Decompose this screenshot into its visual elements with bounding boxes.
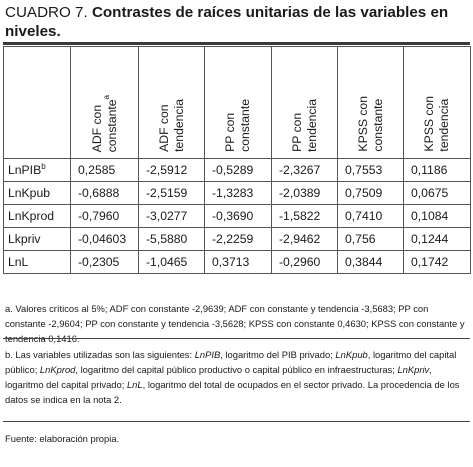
table-cell: -0,2960 <box>271 250 338 274</box>
table-cell: 0,1244 <box>403 227 471 251</box>
column-header: PP con constante <box>204 46 272 159</box>
table-cell: -2,9462 <box>271 227 338 251</box>
table-title: CUADRO 7. Contrastes de raíces unitarias… <box>5 3 467 41</box>
column-header-label: ADF con constantea <box>89 94 119 152</box>
table-cell: -2,0389 <box>271 181 338 205</box>
row-label: Lkpriv <box>3 227 71 251</box>
title-number: CUADRO 7. <box>5 4 88 21</box>
column-header-label: PP con constante <box>223 99 252 152</box>
table-cell: 0,0675 <box>403 181 471 205</box>
table-body: LnPIBb 0,2585 -2,5912 -0,5289 -2,3267 0,7553 0… <box>3 158 471 274</box>
title-rule <box>3 42 470 45</box>
corner-cell <box>3 46 71 159</box>
table-cell: 0,7410 <box>337 204 404 228</box>
column-header: KPSS con tendencia <box>403 46 471 159</box>
note-a: a. Valores críticos al 5%; ADF con const… <box>5 303 465 344</box>
table-cell: -0,6888 <box>70 181 139 205</box>
table-row: LnL -0,2305 -1,0465 0,3713 -0,2960 0,3844 0,17… <box>3 250 471 274</box>
table-cell: 0,3713 <box>204 250 272 274</box>
table-cell: -2,5159 <box>138 181 205 205</box>
table-cell: 0,1084 <box>403 204 471 228</box>
table-cell: -0,3690 <box>204 204 272 228</box>
table-cell: 0,3844 <box>337 250 404 274</box>
table-cell: -2,2259 <box>204 227 272 251</box>
table-cell: -0,7960 <box>70 204 139 228</box>
table-cell: -1,0465 <box>138 250 205 274</box>
table-cell: -1,5822 <box>271 204 338 228</box>
table-cell: 0,1186 <box>403 158 471 182</box>
column-header: KPSS con constante <box>337 46 404 159</box>
table-row: LnKpub -0,6888 -2,5159 -1,3283 -2,0389 0,7509… <box>3 181 471 205</box>
column-header: ADF con tendencia <box>138 46 205 159</box>
table-cell: -5,5880 <box>138 227 205 251</box>
column-header-label: KPSS con constante <box>355 96 385 152</box>
row-label: LnKprod <box>3 204 71 228</box>
table-cell: -0,5289 <box>204 158 272 182</box>
table-cell: 0,756 <box>337 227 404 251</box>
table-cell: 0,2585 <box>70 158 139 182</box>
table-cell: 0,7509 <box>337 181 404 205</box>
title-text: Contrastes de raíces unitarias de las va… <box>5 4 449 40</box>
note-b: b. Las variables utilizadas son las sigu… <box>5 349 460 405</box>
table-row: LnKprod -0,7960 -3,0277 -0,3690 -1,5822 0,741… <box>3 204 471 228</box>
source-note: Fuente: elaboración propia. <box>5 433 120 444</box>
table-cell: 0,7553 <box>337 158 404 182</box>
note-separator <box>3 421 470 422</box>
column-header-label: PP con tendencia <box>289 99 319 152</box>
note-separator <box>3 338 470 339</box>
table-cell: -2,5912 <box>138 158 205 182</box>
table-cell: 0,1742 <box>403 250 471 274</box>
column-header-label: KPSS con tendencia <box>422 96 451 152</box>
unit-root-table: ADF con constantea ADF con tendencia PP con c… <box>3 46 471 274</box>
row-label: LnKpub <box>3 181 71 205</box>
row-label: LnL <box>3 250 71 274</box>
table-header-row: ADF con constantea ADF con tendencia PP con c… <box>3 46 471 159</box>
column-header: PP con tendencia <box>271 46 338 159</box>
table-cell: -1,3283 <box>204 181 272 205</box>
table-row: LnPIBb 0,2585 -2,5912 -0,5289 -2,3267 0,7553 0… <box>3 158 471 182</box>
column-header: ADF con constantea <box>70 46 139 159</box>
table-cell: -2,3267 <box>271 158 338 182</box>
table-cell: -3,0277 <box>138 204 205 228</box>
column-header-label: ADF con tendencia <box>156 99 186 152</box>
table-cell: -0,2305 <box>70 250 139 274</box>
row-label: LnPIBb <box>3 158 71 182</box>
table-row: Lkpriv -0,04603 -5,5880 -2,2259 -2,9462 0,756… <box>3 227 471 251</box>
table-cell: -0,04603 <box>70 227 139 251</box>
